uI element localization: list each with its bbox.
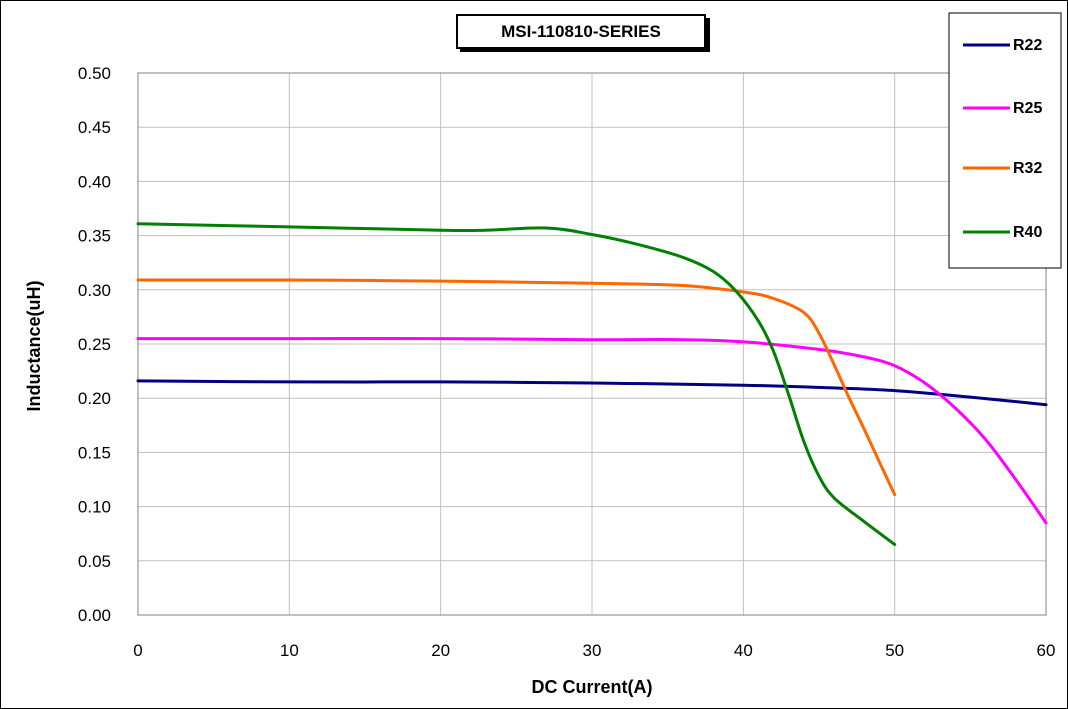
series-line-r25 (136, 337, 1048, 525)
y-tick-label: 0.10 (78, 498, 111, 517)
x-axis-title: DC Current(A) (532, 677, 653, 697)
legend-label-r22: R22 (1013, 37, 1042, 54)
y-tick-label: 0.30 (78, 281, 111, 300)
legend-label-r32: R32 (1013, 160, 1042, 177)
x-tick-label: 10 (280, 641, 299, 660)
series-line-r32 (136, 278, 897, 497)
y-tick-label: 0.45 (78, 118, 111, 137)
y-tick-label: 0.50 (78, 64, 111, 83)
y-tick-label: 0.40 (78, 172, 111, 191)
y-tick-label: 0.05 (78, 552, 111, 571)
x-tick-label: 40 (734, 641, 753, 660)
y-tick-label: 0.00 (78, 606, 111, 625)
legend-label-r40: R40 (1013, 224, 1042, 241)
chart-title: MSI-110810-SERIES (501, 22, 661, 41)
title-box (456, 14, 706, 49)
x-tick-label: 60 (1037, 641, 1056, 660)
tick-labels: 0 10 20 30 40 50 60 0.00 0.05 0.10 0.15 0.20 0.25 0.3… (78, 64, 1056, 660)
y-tick-label: 0.20 (78, 389, 111, 408)
y-tick-label: 0.15 (78, 443, 111, 462)
y-axis-title: Inductance(uH) (24, 280, 44, 411)
x-tick-label: 30 (583, 641, 602, 660)
legend-label-r25: R25 (1013, 100, 1042, 117)
legend-box (948, 12, 1062, 269)
y-tick-label: 0.35 (78, 227, 111, 246)
y-tick-label: 0.25 (78, 335, 111, 354)
x-tick-label: 50 (885, 641, 904, 660)
plot-area (137, 72, 1047, 616)
series-line-r40 (136, 222, 897, 546)
plot-border (137, 72, 1047, 616)
series-lines (136, 222, 1048, 546)
x-tick-label: 20 (431, 641, 450, 660)
legend: R22 R25 R32 R40 (948, 12, 1062, 269)
series-line-r22 (136, 379, 1048, 407)
x-tick-label: 0 (133, 641, 142, 660)
